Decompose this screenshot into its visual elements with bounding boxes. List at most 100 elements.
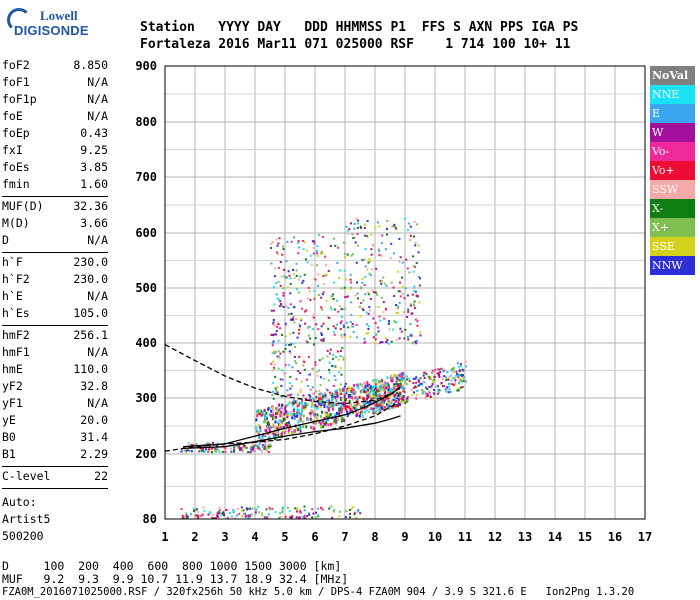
echo-point bbox=[312, 328, 314, 331]
echo-point bbox=[336, 350, 339, 353]
echo-point bbox=[255, 429, 258, 433]
echo-point bbox=[413, 300, 416, 303]
echo-point bbox=[374, 382, 377, 386]
echo-point bbox=[295, 412, 297, 416]
echo-point bbox=[340, 320, 343, 323]
echo-point bbox=[444, 376, 447, 379]
echo-point bbox=[218, 450, 221, 453]
echo-point bbox=[361, 307, 364, 310]
echo-point bbox=[271, 507, 274, 510]
echo-point bbox=[393, 387, 396, 390]
echo-point bbox=[407, 338, 410, 341]
echo-point bbox=[266, 425, 269, 429]
echo-point bbox=[416, 324, 419, 327]
echo-point bbox=[406, 316, 409, 318]
echo-point bbox=[425, 372, 428, 375]
echo-point bbox=[343, 400, 346, 404]
echo-point bbox=[314, 337, 317, 339]
echo-point bbox=[290, 343, 292, 346]
echo-point bbox=[360, 286, 363, 289]
echo-point bbox=[301, 400, 303, 404]
echo-point bbox=[344, 335, 347, 338]
echo-point bbox=[296, 414, 298, 418]
echo-point bbox=[320, 325, 323, 328]
echo-point bbox=[401, 384, 404, 387]
echo-point bbox=[327, 402, 330, 406]
echo-point bbox=[393, 395, 396, 397]
echo-point bbox=[396, 391, 398, 394]
echo-point bbox=[268, 444, 271, 446]
echo-point bbox=[341, 402, 344, 406]
echo-point bbox=[376, 386, 379, 389]
echo-point bbox=[333, 419, 336, 423]
echo-point bbox=[448, 383, 451, 386]
echo-point bbox=[291, 416, 294, 420]
echo-point bbox=[438, 375, 441, 378]
echo-point bbox=[423, 377, 426, 379]
echo-point bbox=[353, 227, 356, 230]
echo-point bbox=[422, 374, 425, 377]
echo-point bbox=[309, 254, 312, 257]
echo-point bbox=[309, 413, 312, 417]
echo-point bbox=[380, 296, 383, 299]
echo-point bbox=[377, 248, 380, 251]
echo-point bbox=[201, 513, 204, 516]
echo-point bbox=[455, 374, 458, 377]
echo-point bbox=[366, 220, 369, 223]
echo-point bbox=[291, 385, 294, 388]
x-tick-label: 8 bbox=[371, 530, 378, 544]
echo-point bbox=[339, 367, 342, 370]
echo-point bbox=[275, 412, 278, 416]
echo-point bbox=[369, 391, 372, 395]
param-separator bbox=[2, 488, 108, 489]
echo-point bbox=[403, 297, 406, 300]
echo-point bbox=[335, 299, 338, 302]
echo-point bbox=[336, 261, 339, 264]
echo-point bbox=[460, 380, 463, 383]
echo-point bbox=[456, 387, 459, 390]
echo-point bbox=[272, 381, 275, 384]
echo-point bbox=[320, 296, 323, 299]
echo-point bbox=[216, 447, 219, 450]
echo-point bbox=[349, 409, 352, 413]
echo-point bbox=[443, 375, 446, 378]
echo-point bbox=[381, 341, 384, 344]
echo-point bbox=[416, 389, 419, 392]
echo-point bbox=[342, 325, 345, 328]
echo-point bbox=[328, 317, 331, 319]
echo-point bbox=[278, 408, 281, 412]
echo-point bbox=[307, 418, 310, 422]
echo-point bbox=[384, 382, 387, 385]
param-value: N/A bbox=[87, 92, 108, 106]
echo-point bbox=[392, 286, 395, 289]
echo-point bbox=[301, 406, 304, 410]
echo-point bbox=[440, 381, 443, 384]
echo-point bbox=[327, 399, 330, 403]
echo-point bbox=[258, 425, 261, 429]
echo-point bbox=[408, 271, 411, 274]
echo-point bbox=[437, 385, 440, 388]
echo-point bbox=[426, 388, 429, 391]
echo-point bbox=[312, 313, 315, 316]
echo-point bbox=[387, 385, 390, 389]
echo-point bbox=[395, 338, 398, 341]
echo-point bbox=[322, 395, 324, 399]
echo-point bbox=[319, 384, 322, 387]
echo-point bbox=[352, 237, 355, 239]
echo-point bbox=[454, 383, 457, 386]
echo-point bbox=[395, 380, 398, 384]
echo-point bbox=[328, 507, 331, 510]
echo-point bbox=[356, 281, 358, 284]
echo-point bbox=[383, 408, 386, 411]
echo-point bbox=[296, 401, 299, 405]
echo-point bbox=[261, 411, 264, 414]
echo-point bbox=[299, 325, 302, 328]
echo-point bbox=[378, 253, 381, 256]
echo-point bbox=[458, 365, 461, 368]
echo-point bbox=[414, 244, 417, 247]
echo-point bbox=[357, 510, 359, 513]
echo-point bbox=[404, 380, 407, 384]
echo-point bbox=[236, 514, 239, 517]
echo-point bbox=[280, 304, 283, 307]
echo-point bbox=[332, 393, 335, 396]
